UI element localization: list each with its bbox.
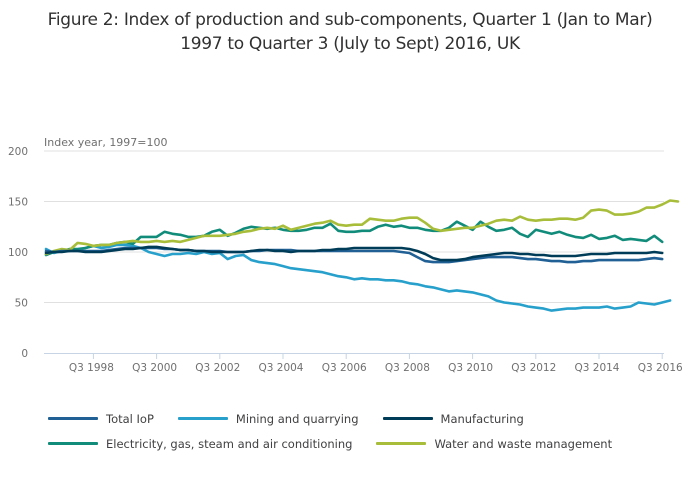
legend: Total IoP Mining and quarrying Manufactu… [48, 406, 688, 456]
legend-label: Mining and quarrying [235, 411, 359, 426]
legend-swatch-electricity-gas [48, 442, 98, 445]
legend-label: Total IoP [106, 411, 154, 426]
y-axis-label: Index year, 1997=100 [44, 136, 168, 149]
x-tick-label: Q3 2006 [322, 362, 367, 374]
x-tick-label: Q3 2004 [258, 362, 303, 374]
legend-label: Water and waste management [434, 436, 613, 451]
y-tick-label: 200 [8, 146, 28, 158]
x-tick-label: Q3 2014 [574, 362, 619, 374]
x-axis: Q3 1998 Q3 2000 Q3 2002 Q3 2004 Q3 2006 Q3 20… [44, 353, 683, 374]
y-tick-label: 50 [15, 298, 28, 310]
chart-title-line-2: 1997 to Quarter 3 (July to Sept) 2016, U… [180, 34, 520, 54]
series-line-manufacturing[interactable] [44, 245, 664, 262]
y-axis: 0 50 100 150 200 [8, 146, 28, 360]
legend-swatch-total-iop [48, 417, 98, 420]
legend-swatch-manufacturing [382, 417, 433, 420]
legend-swatch-mining-and-quarrying [177, 417, 228, 420]
series-line-mining-and-quarrying[interactable] [44, 243, 672, 312]
legend-label: Manufacturing [440, 411, 524, 426]
chart-title: Figure 2: Index of production and sub-co… [0, 8, 700, 56]
x-tick-label: Q3 1998 [69, 362, 114, 374]
legend-row-2: Electricity, gas, steam and air conditio… [48, 431, 688, 456]
legend-item-water-and-waste[interactable]: Water and waste management [376, 437, 612, 451]
legend-item-electricity-gas[interactable]: Electricity, gas, steam and air conditio… [48, 437, 352, 451]
series-line-water-and-waste-management[interactable] [44, 199, 680, 256]
legend-item-total-iop[interactable]: Total IoP [48, 412, 154, 426]
legend-label: Electricity, gas, steam and air conditio… [106, 436, 353, 451]
y-tick-label: 0 [21, 348, 28, 360]
x-tick-label: Q3 2016 [638, 362, 683, 374]
series-lines [44, 199, 680, 312]
line-chart: 0 50 100 150 200 Index year, 1997=100 Q3 199… [8, 136, 683, 374]
y-tick-label: 150 [8, 197, 28, 209]
series-line-electricity-gas-steam-and-air-conditioning[interactable] [44, 220, 664, 257]
x-tick-label: Q3 2002 [195, 362, 240, 374]
chart-title-line-1: Figure 2: Index of production and sub-co… [47, 10, 653, 30]
legend-swatch-water-and-waste [376, 442, 427, 445]
legend-item-mining-and-quarrying[interactable]: Mining and quarrying [177, 411, 359, 426]
x-tick-label: Q3 2012 [511, 362, 556, 374]
x-tick-label: Q3 2008 [385, 362, 430, 374]
legend-item-manufacturing[interactable]: Manufacturing [382, 411, 524, 426]
y-tick-label: 100 [8, 247, 28, 259]
legend-row-1: Total IoP Mining and quarrying Manufactu… [48, 406, 688, 431]
x-tick-label: Q3 2000 [132, 362, 177, 374]
x-tick-label: Q3 2010 [448, 362, 493, 374]
